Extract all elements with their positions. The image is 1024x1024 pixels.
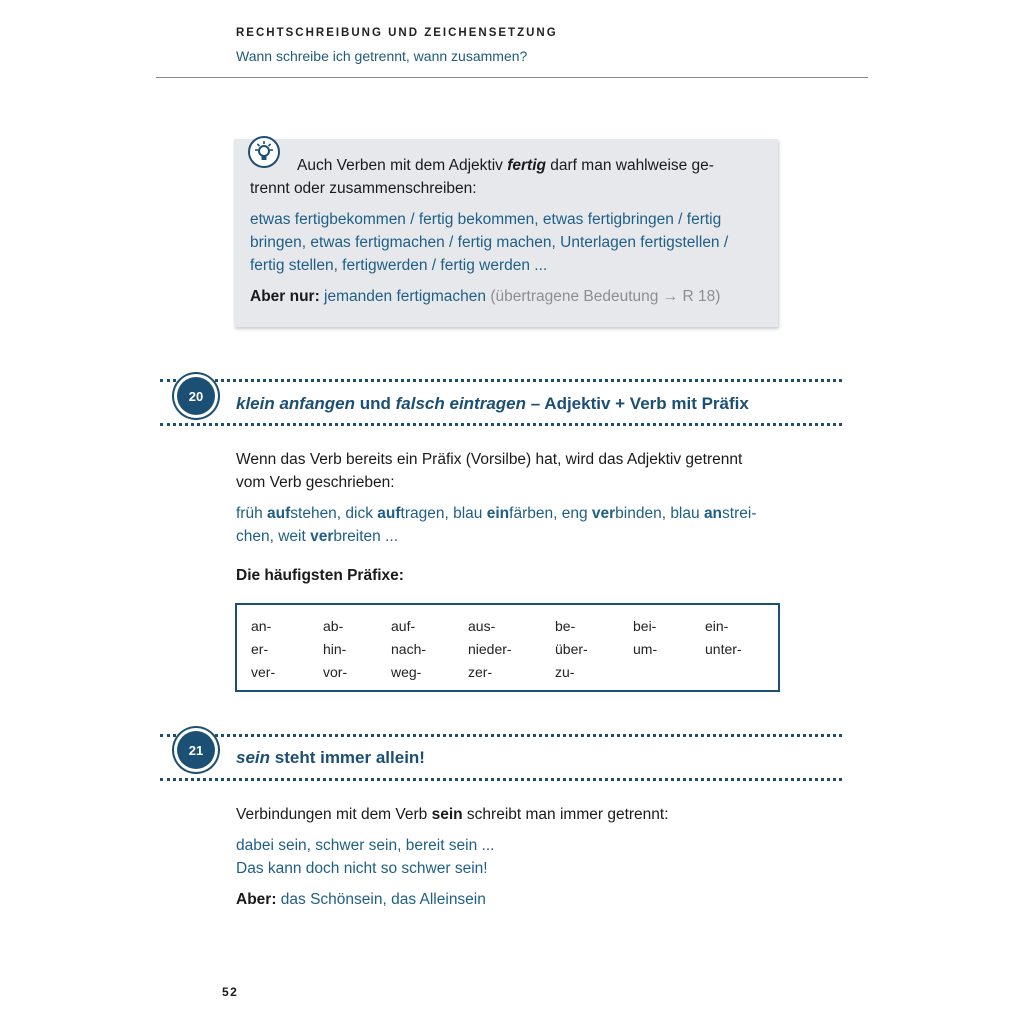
prefix-table: an-ab-auf-aus-be-bei-ein-er-hin-nach-nie…	[235, 603, 780, 692]
prefix-cell: vor-	[323, 664, 348, 680]
prefix-highlight: auf	[377, 505, 401, 522]
example-text: tragen, blau	[400, 505, 487, 522]
header-rule	[156, 77, 868, 78]
example-line: chen, weit verbreiten ...	[236, 525, 398, 549]
prefix-cell: auf-	[391, 618, 416, 634]
body-text: Wenn das Verb bereits ein Präfix (Vorsil…	[236, 451, 743, 468]
prefix-cell: weg-	[391, 664, 422, 680]
section-divider	[160, 423, 842, 426]
tip-example: jemanden fertigmachen	[319, 288, 487, 305]
prefix-cell: nach-	[391, 641, 427, 657]
section-title: sein steht immer allein!	[236, 748, 425, 768]
example-line: dabei sein, schwer sein, bereit sein ...	[236, 837, 495, 854]
tip-text: darf man wahlweise ge-	[545, 157, 714, 174]
section-divider	[160, 778, 842, 781]
prefix-cell: be-	[555, 618, 576, 634]
tip-keyword: fertig	[507, 157, 546, 174]
but-label: Aber nur:	[250, 288, 320, 305]
prefix-highlight: auf	[267, 505, 291, 522]
example-text: chen, weit	[236, 528, 311, 545]
title-part: sein	[236, 748, 271, 767]
prefix-cell: nieder-	[468, 641, 512, 657]
rule-number-badge: 21	[177, 731, 215, 769]
prefix-cell: ein-	[705, 618, 729, 634]
prefix-highlight: an	[703, 505, 723, 522]
tip-example: bringen, etwas fertigmachen / fertig mac…	[250, 234, 729, 251]
text-part: Verbindungen mit dem Verb	[236, 806, 432, 823]
example-text: früh	[236, 505, 268, 522]
example-text: färben, eng	[509, 505, 592, 522]
example-text: breiten ...	[333, 528, 399, 545]
prefix-cell: unter-	[705, 641, 742, 657]
page-number: 52	[222, 985, 239, 999]
section-divider	[160, 734, 842, 737]
title-part: klein anfangen	[236, 394, 356, 413]
tip-example: etwas fertigbekommen / fertig bekommen, …	[250, 211, 722, 228]
prefix-cell: zu-	[555, 664, 575, 680]
body-text: vom Verb geschrieben:	[236, 474, 395, 491]
prefix-highlight: ein	[486, 505, 510, 522]
title-part: steht immer allein!	[270, 748, 425, 767]
but-label: Aber:	[236, 891, 277, 908]
text-part: schreibt man immer getrennt:	[462, 806, 669, 823]
prefix-cell: zer-	[468, 664, 493, 680]
prefix-cell: über-	[555, 641, 588, 657]
tip-example: fertig stellen, fertigwerden / fertig we…	[250, 257, 548, 274]
tip-text: trennt oder zusammenschreiben:	[250, 180, 477, 197]
section-title: klein anfangen und falsch eintragen – Ad…	[236, 394, 749, 414]
rule-number-badge: 20	[177, 377, 215, 415]
example-text: stehen, dick	[290, 505, 378, 522]
cross-reference: (übertragene Bedeutung → R 18)	[486, 288, 721, 305]
title-part: und	[355, 394, 396, 413]
example-line: früh aufstehen, dick auftragen, blau ein…	[236, 502, 756, 526]
prefix-cell: hin-	[323, 641, 347, 657]
text-part: sein	[431, 806, 463, 823]
prefix-cell: bei-	[633, 618, 657, 634]
prefix-cell: ab-	[323, 618, 344, 634]
tip-text: Auch Verben mit dem Adjektiv	[297, 157, 508, 174]
prefix-highlight: ver	[310, 528, 334, 545]
prefix-cell: ver-	[251, 664, 276, 680]
example-text: binden, blau	[615, 505, 704, 522]
prefix-cell: an-	[251, 618, 272, 634]
lightbulb-icon	[248, 136, 280, 168]
prefix-highlight: ver	[591, 505, 616, 522]
chapter-subtitle: Wann schreibe ich getrennt, wann zusamme…	[236, 48, 528, 64]
example-text: das Schönsein, das Alleinsein	[276, 891, 486, 908]
example-text: strei-	[722, 505, 757, 522]
prefix-cell: um-	[633, 641, 658, 657]
but-line: Aber: das Schönsein, das Alleinsein	[236, 888, 486, 912]
prefix-cell: er-	[251, 641, 269, 657]
title-part: – Adjektiv + Verb mit Präfix	[526, 394, 749, 413]
prefix-heading: Die häufigsten Präfixe:	[236, 567, 404, 584]
title-part: falsch eintragen	[395, 394, 527, 413]
section-divider	[160, 379, 842, 382]
example-line: Das kann doch nicht so schwer sein!	[236, 860, 488, 877]
body-text: Verbindungen mit dem Verb sein schreibt …	[236, 803, 669, 827]
prefix-cell: aus-	[468, 618, 496, 634]
chapter-title: RECHTSCHREIBUNG UND ZEICHENSETZUNG	[236, 27, 558, 39]
tip-box: Auch Verben mit dem Adjektiv fertig darf…	[234, 136, 778, 327]
